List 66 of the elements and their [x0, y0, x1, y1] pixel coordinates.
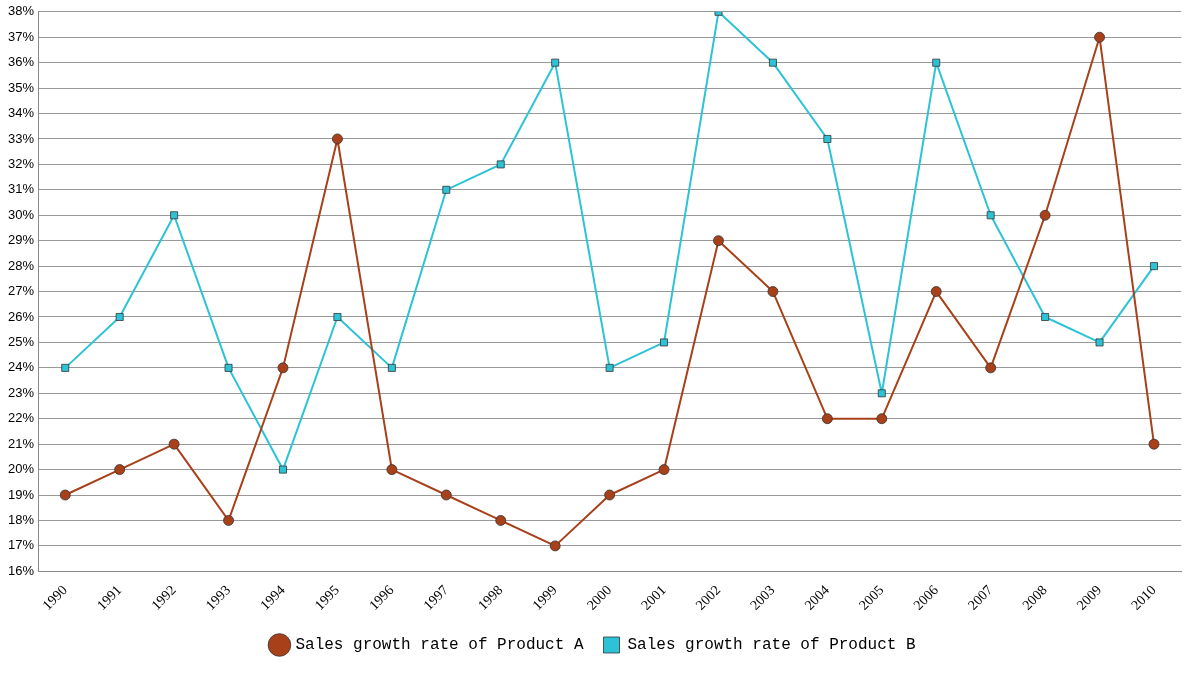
- point: [279, 465, 287, 474]
- point: [932, 58, 941, 67]
- point: [277, 362, 289, 374]
- y-tick-label: 21%: [7, 435, 35, 451]
- point: [549, 540, 561, 552]
- y-tick-label: 31%: [7, 181, 35, 197]
- y-tick-label: 34%: [7, 105, 35, 121]
- point: [605, 363, 614, 372]
- point: [658, 464, 670, 475]
- point: [551, 58, 560, 67]
- point: [496, 160, 505, 169]
- y-tick-label: 29%: [7, 232, 35, 248]
- point: [440, 489, 452, 501]
- point: [1094, 31, 1105, 43]
- y-tick-label: 28%: [7, 257, 35, 273]
- point: [1041, 313, 1050, 321]
- point: [61, 363, 70, 372]
- y-tick-label: 36%: [7, 54, 35, 70]
- point: [877, 389, 886, 398]
- point: [333, 313, 342, 321]
- point: [660, 338, 668, 347]
- point: [821, 413, 833, 425]
- point: [115, 313, 124, 321]
- y-tick-label: 17%: [7, 537, 35, 553]
- point: [1150, 262, 1158, 271]
- y-tick-label: 18%: [7, 512, 35, 528]
- point: [876, 413, 888, 425]
- y-tick-label: 32%: [7, 155, 35, 171]
- point: [985, 362, 997, 374]
- point: [442, 185, 451, 194]
- point: [223, 515, 234, 526]
- point: [114, 464, 126, 475]
- y-tick-label: 16%: [7, 562, 35, 578]
- y-tick-label: 20%: [7, 461, 35, 477]
- y-tick-label: 25%: [7, 334, 35, 349]
- y-tick-label: 33%: [7, 130, 35, 146]
- point: [767, 286, 779, 297]
- y-tick-label: 27%: [7, 283, 35, 299]
- legend-label: Sales growth rate of Product B: [627, 636, 916, 655]
- point: [1148, 438, 1160, 450]
- y-tick-label: 22%: [7, 410, 35, 426]
- y-tick-label: 24%: [7, 359, 35, 375]
- point: [168, 438, 180, 450]
- y-tick-label: 37%: [7, 28, 35, 44]
- point: [224, 363, 233, 372]
- point: [59, 489, 71, 501]
- point: [986, 211, 995, 220]
- y-tick-label: 23%: [7, 384, 35, 400]
- point: [1095, 338, 1104, 347]
- legend-label: Sales growth rate of Product A: [295, 636, 584, 655]
- point: [604, 489, 616, 501]
- point: [387, 363, 396, 372]
- point: [930, 286, 942, 297]
- y-tick-label: 26%: [7, 308, 35, 324]
- point: [495, 515, 507, 526]
- point: [170, 211, 179, 220]
- point: [823, 135, 832, 143]
- y-tick-label: 30%: [7, 206, 35, 222]
- point: [768, 58, 777, 67]
- y-tick-label: 19%: [7, 486, 35, 502]
- point: [386, 464, 398, 475]
- point: [1039, 209, 1051, 221]
- point: [332, 133, 343, 145]
- y-tick-label: 35%: [7, 79, 35, 95]
- point: [713, 235, 724, 247]
- y-tick-label: 38%: [7, 3, 35, 19]
